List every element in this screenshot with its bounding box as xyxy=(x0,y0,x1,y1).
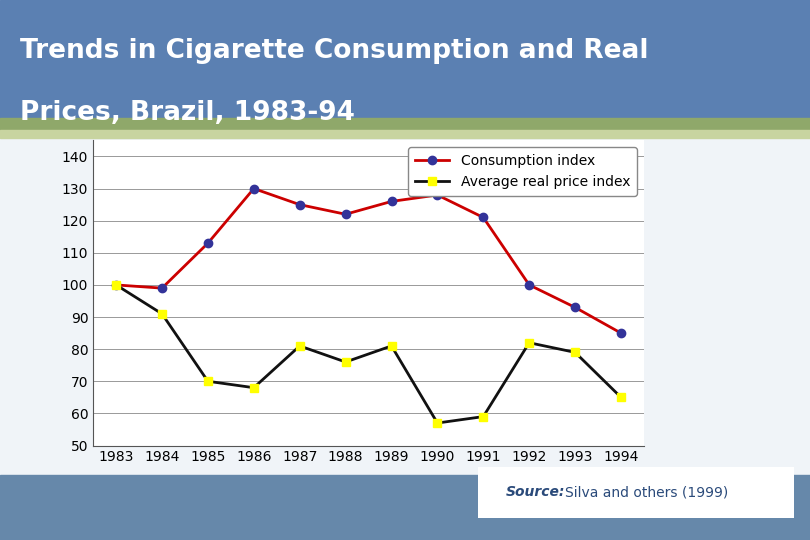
Bar xyxy=(0,118,810,131)
FancyBboxPatch shape xyxy=(478,467,794,518)
Average real price index xyxy=(341,359,351,365)
Consumption index xyxy=(386,198,396,205)
Line: Consumption index: Consumption index xyxy=(112,184,625,338)
Average real price index xyxy=(111,282,121,288)
Average real price index xyxy=(249,384,258,391)
Text: Trends in Cigarette Consumption and Real: Trends in Cigarette Consumption and Real xyxy=(20,38,649,64)
Bar xyxy=(0,0,810,122)
Legend: Consumption index, Average real price index: Consumption index, Average real price in… xyxy=(407,147,637,196)
Consumption index xyxy=(524,282,534,288)
Average real price index xyxy=(433,420,442,426)
Average real price index xyxy=(295,343,305,349)
Consumption index xyxy=(157,285,167,292)
Bar xyxy=(0,122,810,475)
Consumption index xyxy=(433,192,442,198)
Bar xyxy=(0,130,810,138)
Average real price index xyxy=(524,340,534,346)
Text: Source:: Source: xyxy=(506,485,565,500)
Bar xyxy=(0,475,810,540)
Average real price index xyxy=(386,343,396,349)
Text: Prices, Brazil, 1983-94: Prices, Brazil, 1983-94 xyxy=(20,100,355,126)
Text: Silva and others (1999): Silva and others (1999) xyxy=(565,485,728,500)
Consumption index xyxy=(570,304,580,310)
Average real price index xyxy=(157,310,167,317)
Average real price index xyxy=(479,413,488,420)
Average real price index xyxy=(203,378,213,384)
Consumption index xyxy=(111,282,121,288)
Line: Average real price index: Average real price index xyxy=(112,281,625,427)
Consumption index xyxy=(479,214,488,221)
Consumption index xyxy=(295,201,305,208)
Average real price index xyxy=(570,349,580,356)
Consumption index xyxy=(616,330,626,336)
Consumption index xyxy=(341,211,351,218)
Consumption index xyxy=(203,240,213,246)
Average real price index xyxy=(616,394,626,401)
Consumption index xyxy=(249,185,258,192)
